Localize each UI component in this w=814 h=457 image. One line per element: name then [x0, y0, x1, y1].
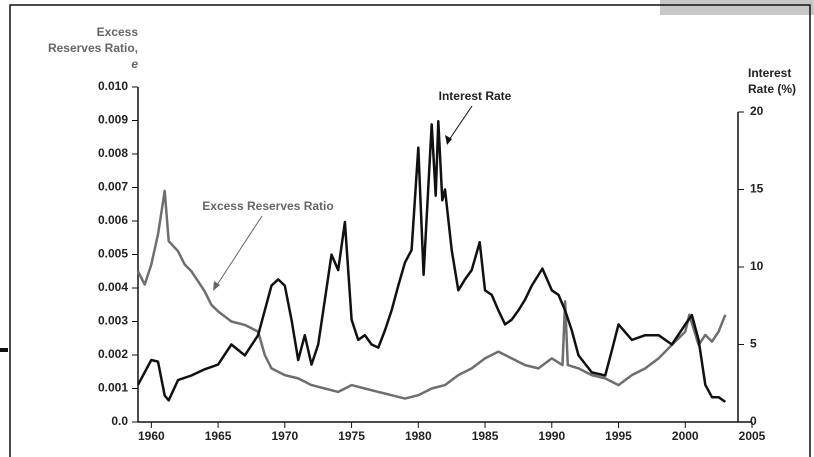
- x-tick-label: 1980: [405, 429, 432, 443]
- y-tick-label: 0.0: [111, 414, 128, 428]
- x-tick-label: 1995: [605, 429, 632, 443]
- y-tick-label: 0.003: [98, 314, 128, 328]
- y2-axis-label: Rate (%): [748, 82, 796, 96]
- y2-axis-label: Interest: [748, 66, 791, 80]
- x-tick-label: 1960: [138, 429, 165, 443]
- series-line: [136, 189, 727, 400]
- x-tick-label: 1985: [472, 429, 499, 443]
- y2-tick-label: 15: [750, 182, 764, 196]
- y-tick-label: 0.009: [98, 113, 128, 127]
- annotation: Excess Reserves Ratio: [202, 199, 333, 213]
- y2-tick-label: 0: [750, 414, 757, 428]
- x-tick-label: 1965: [205, 429, 232, 443]
- y-tick-label: 0.002: [98, 347, 128, 361]
- y-tick-label: 0.010: [98, 79, 128, 93]
- x-tick-label: 1975: [338, 429, 365, 443]
- corner-tab: [660, 0, 814, 15]
- arrow-head: [213, 281, 220, 291]
- y2-tick-label: 5: [750, 337, 757, 351]
- y-tick-label: 0.007: [98, 180, 128, 194]
- x-tick-label: 1990: [538, 429, 565, 443]
- edge-mark: [0, 348, 8, 352]
- annotation-arrow: [214, 215, 263, 289]
- annotation: Interest Rate: [439, 89, 512, 103]
- y-tick-label: 0.001: [98, 381, 128, 395]
- arrow-head: [445, 135, 452, 145]
- y-tick-label: 0.006: [98, 213, 128, 227]
- annotation-arrow: [446, 105, 473, 144]
- y-tick-label: 0.004: [98, 280, 128, 294]
- x-tick-label: 2005: [739, 429, 766, 443]
- y-tick-label: 0.005: [98, 247, 128, 261]
- x-tick-label: 2000: [672, 429, 699, 443]
- frame: [9, 4, 811, 457]
- y2-tick-label: 20: [750, 104, 764, 118]
- y-axis-label: e: [131, 57, 138, 71]
- y-axis-label: Excess: [97, 25, 139, 39]
- y-tick-label: 0.008: [98, 146, 128, 160]
- x-tick-label: 1970: [271, 429, 298, 443]
- y-axis-label: Reserves Ratio,: [48, 41, 138, 55]
- y2-tick-label: 10: [750, 259, 764, 273]
- series-line: [136, 120, 727, 403]
